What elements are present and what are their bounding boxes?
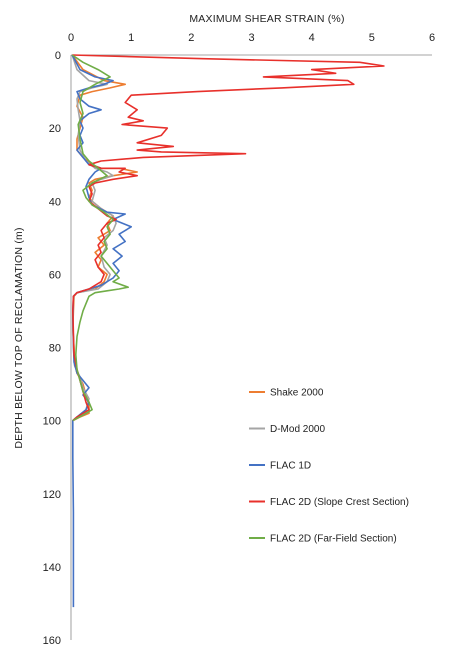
y-axis-title: DEPTH BELOW TOP OF RECLAMATION (m) (13, 227, 25, 448)
legend: Shake 2000 D-Mod 2000 FLAC 1D FLAC 2D (Slop… (249, 388, 409, 545)
x-axis-title: MAXIMUM SHEAR STRAIN (%) (189, 13, 344, 25)
series-group (71, 54, 385, 608)
series-line-3 (71, 54, 132, 608)
series-line-5 (71, 54, 129, 422)
x-tick-label: 5 (369, 32, 375, 44)
legend-label-2: D-Mod 2000 (270, 424, 325, 435)
y-tick-label: 120 (43, 489, 61, 501)
x-tick-label: 6 (429, 32, 435, 44)
y-tick-label: 40 (49, 196, 61, 208)
y-tick-label: 60 (49, 269, 61, 281)
y-tick-label: 80 (49, 343, 61, 355)
x-tick-label: 1 (128, 32, 134, 44)
x-tick-label: 0 (68, 32, 74, 44)
y-tick-label: 100 (43, 416, 61, 428)
y-tick-label: 20 (49, 123, 61, 135)
legend-label-3: FLAC 1D (270, 461, 311, 472)
x-tick-label: 4 (309, 32, 315, 44)
legend-label-4: FLAC 2D (Slope Crest Section) (270, 497, 409, 508)
series-line-4 (72, 54, 385, 422)
series-line-2 (71, 54, 117, 422)
legend-label-1: Shake 2000 (270, 388, 324, 399)
legend-label-5: FLAC 2D (Far-Field Section) (270, 534, 397, 545)
y-tick-label: 0 (55, 50, 61, 62)
y-tick-label: 140 (43, 562, 61, 574)
x-tick-label: 2 (188, 32, 194, 44)
x-tick-label: 3 (248, 32, 254, 44)
y-tick-label: 160 (43, 635, 61, 647)
